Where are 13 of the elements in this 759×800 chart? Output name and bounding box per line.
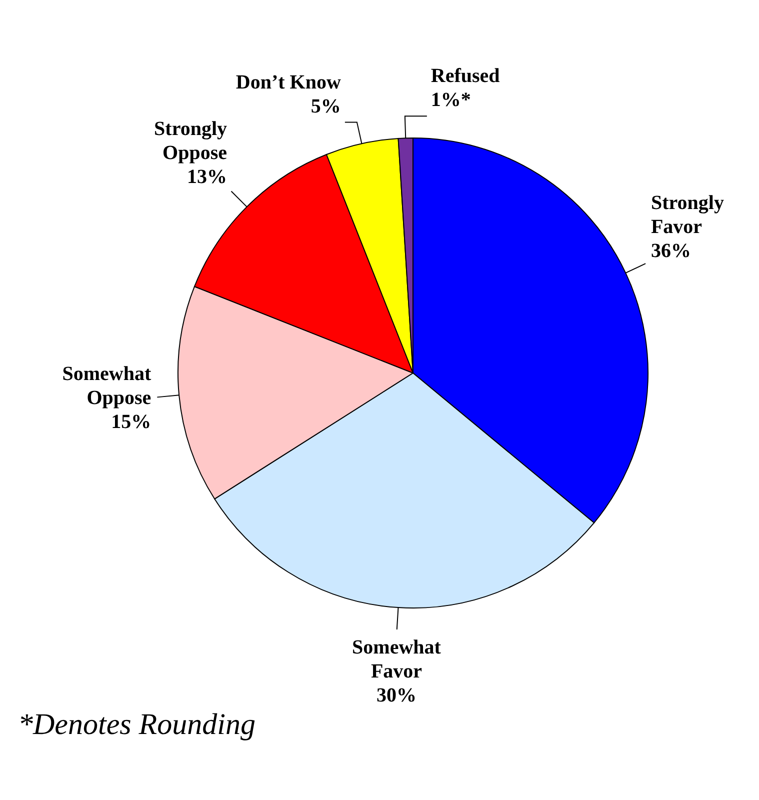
slice-label: Somewhat Oppose	[62, 362, 152, 409]
data-label: 13%	[187, 166, 228, 188]
text: *Denotes Rounding	[18, 708, 256, 742]
data-label: 5%	[310, 95, 341, 118]
data-label: 1%*	[430, 89, 471, 112]
data-label: 15%	[111, 410, 152, 433]
data-label: 30%	[376, 684, 416, 706]
slice-label: Strongly Oppose	[154, 118, 228, 164]
slice-label: Refused	[430, 65, 500, 88]
slice-label: Strongly Favor	[650, 192, 724, 238]
slice-label: Don’t Know	[236, 71, 342, 94]
slice-label: Somewhat Favor	[352, 636, 442, 682]
data-label: 36%	[650, 240, 691, 262]
